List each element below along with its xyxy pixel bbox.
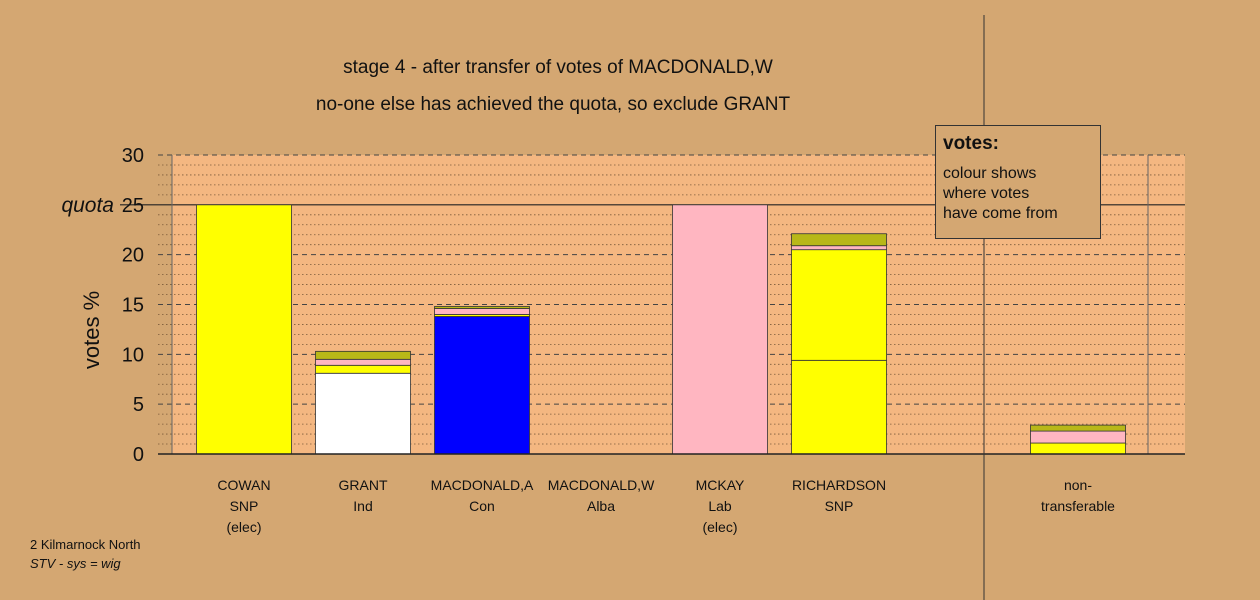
x-category-label: MACDONALD,W — [548, 477, 655, 493]
y-tick-label: 10 — [122, 344, 144, 366]
x-category-label: transferable — [1041, 498, 1115, 514]
y-tick-label: 20 — [122, 245, 144, 267]
bar-segment — [196, 204, 292, 455]
footer-constituency: 2 Kilmarnock North — [30, 537, 141, 552]
x-category-label: (elec) — [702, 519, 737, 535]
x-category-label: GRANT — [339, 477, 388, 493]
y-axis-label: votes % — [79, 291, 104, 369]
bar-segment — [315, 358, 411, 366]
legend-title: votes: — [943, 133, 999, 154]
bar-segment — [434, 306, 530, 309]
bar-segment — [672, 204, 768, 455]
chart-subtitle: no-one else has achieved the quota, so e… — [316, 94, 791, 115]
y-tick-label: 15 — [122, 295, 144, 317]
y-axis: 0 5 10 15 20 25 30 — [122, 145, 1185, 466]
x-category-label: SNP — [230, 498, 259, 514]
bars — [196, 204, 1126, 455]
quota-label: quota — [61, 194, 114, 217]
x-category-label: Lab — [708, 498, 732, 514]
x-category-label: MCKAY — [696, 477, 745, 493]
x-category-label: non- — [1064, 477, 1092, 493]
x-category-label: Con — [469, 498, 495, 514]
x-category-label: (elec) — [226, 519, 261, 535]
bar-segment — [791, 359, 887, 455]
bar-segment — [1030, 424, 1126, 432]
bar-segment — [791, 249, 887, 361]
x-category-label: SNP — [825, 498, 854, 514]
legend: votes: colour shows where votes have com… — [935, 125, 1101, 239]
y-tick-label: 30 — [122, 145, 144, 167]
bar-segment — [1030, 442, 1126, 455]
x-category-label: MACDONALD,A — [431, 477, 534, 493]
legend-line: have come from — [943, 205, 1058, 222]
bar-segment — [434, 308, 530, 315]
legend-line: colour shows — [943, 165, 1037, 182]
x-category-label: Ind — [353, 498, 372, 514]
bar-segment — [791, 245, 887, 251]
x-axis-labels: COWAN SNP (elec) GRANT Ind MACDONALD,A Con MACD… — [217, 477, 1115, 535]
x-category-label: COWAN — [217, 477, 270, 493]
bar-segment — [315, 372, 411, 455]
bar-segment — [1030, 430, 1126, 444]
y-tick-label: 25 — [122, 195, 144, 217]
bar-segment — [791, 233, 887, 247]
y-tick-label: 0 — [133, 444, 144, 466]
y-tick-label: 5 — [133, 394, 144, 416]
legend-line: where votes — [943, 185, 1030, 202]
bar-segment — [315, 350, 411, 360]
bar-segment — [434, 316, 530, 455]
x-category-label: Alba — [587, 498, 615, 514]
chart-title: stage 4 - after transfer of votes of MAC… — [343, 57, 773, 78]
x-category-label: RICHARDSON — [792, 477, 886, 493]
footer-system: STV - sys = wig — [30, 556, 121, 571]
bar-segment — [315, 364, 411, 374]
